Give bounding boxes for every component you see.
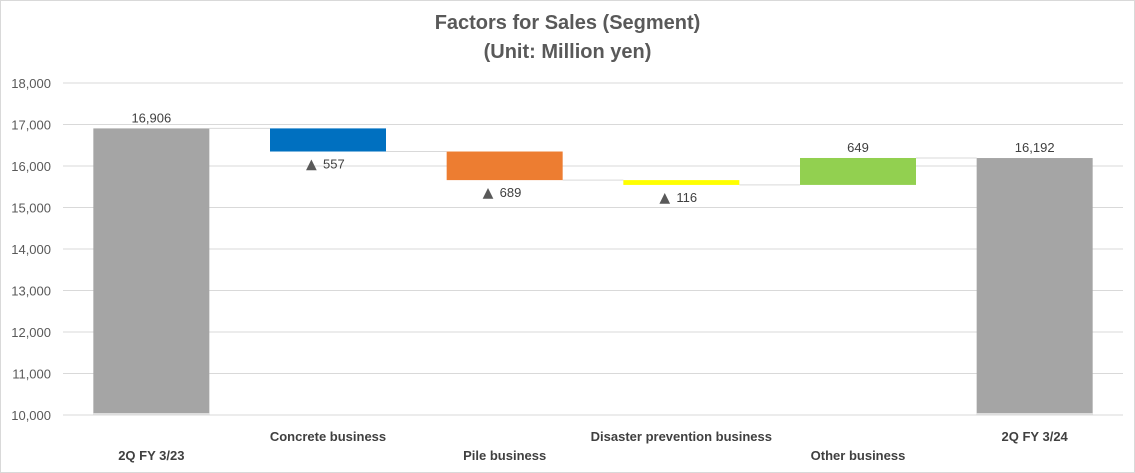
data-labels: 16,906 ▲ 557 ▲ 689 ▲ 116 649 16,192 (131, 110, 1054, 206)
data-label: 689 (500, 185, 522, 200)
data-label: 116 (676, 190, 697, 205)
x-category-label: Disaster prevention business (591, 429, 772, 444)
data-label: 16,906 (131, 110, 171, 125)
bar-2q-fy-3-23 (93, 128, 210, 415)
chart-title: Factors for Sales (Segment) (434, 12, 701, 34)
y-tick-label: 15,000 (11, 201, 51, 216)
y-tick-label: 18,000 (11, 76, 51, 91)
y-axis-ticks: 10,000 11,000 12,000 13,000 14,000 15,000 16,0… (11, 76, 51, 423)
x-category-label: 2Q FY 3/24 (1002, 429, 1069, 444)
bar-pile-business (446, 151, 563, 181)
x-axis-categories: 2Q FY 3/23 Concrete business Pile business… (118, 429, 1068, 463)
bar-2q-fy-3-24 (976, 158, 1093, 416)
y-tick-label: 11,000 (12, 367, 51, 382)
x-category-label: 2Q FY 3/23 (118, 448, 184, 463)
connector-lines (209, 127, 977, 186)
y-tick-label: 14,000 (11, 242, 51, 257)
bar-other-business (800, 157, 916, 185)
y-tick-label: 13,000 (11, 284, 51, 299)
bar-disaster-prevention-business (623, 180, 740, 185)
data-label: 649 (847, 140, 869, 155)
data-label: 557 (323, 157, 345, 172)
y-tick-label: 17,000 (11, 118, 51, 133)
x-category-label: Pile business (463, 448, 546, 463)
y-tick-label: 12,000 (11, 325, 51, 340)
chart-subtitle: (Unit: Million yen) (483, 41, 652, 63)
x-category-label: Concrete business (270, 429, 386, 444)
negative-marker-icon: ▲ (659, 190, 670, 206)
gridlines (63, 82, 1123, 416)
y-tick-label: 10,000 (11, 408, 51, 423)
x-category-label: Other business (811, 448, 906, 463)
negative-marker-icon: ▲ (306, 157, 317, 173)
negative-marker-icon: ▲ (483, 185, 494, 201)
y-tick-label: 16,000 (11, 159, 51, 174)
data-label: 16,192 (1015, 140, 1055, 155)
bar-concrete-business (270, 128, 386, 152)
bars (93, 128, 1093, 416)
